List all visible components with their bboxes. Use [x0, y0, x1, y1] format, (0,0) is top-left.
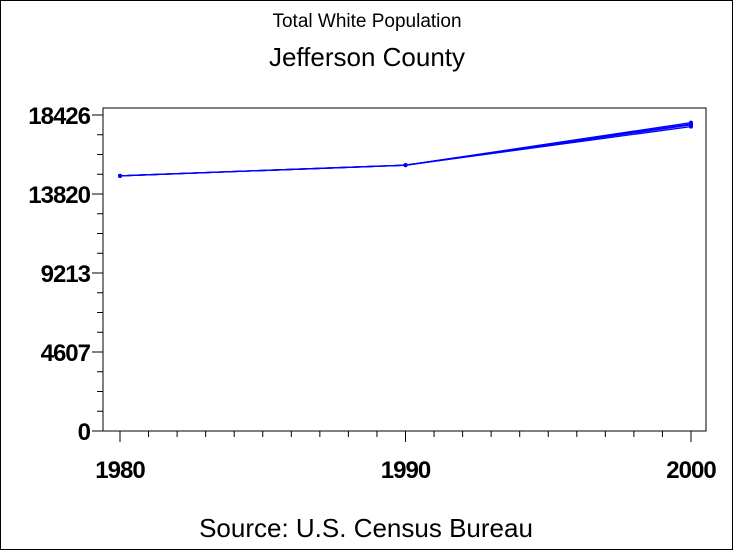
y-tick-label: 0	[78, 419, 91, 446]
series-line	[120, 125, 691, 176]
series-line	[120, 127, 691, 176]
source-note: Source: U.S. Census Bureau	[199, 513, 533, 543]
y-tick-label: 18426	[28, 103, 90, 130]
data-point	[689, 123, 693, 127]
series-line	[120, 124, 691, 176]
data-point	[404, 163, 408, 167]
y-tick-label: 9213	[41, 261, 91, 288]
series-line	[120, 123, 691, 176]
x-axis: 1980 1990 2000	[95, 431, 716, 484]
chart-subtitle: Total White Population	[272, 11, 461, 32]
series-group	[118, 121, 693, 178]
x-tick-label: 1990	[381, 457, 431, 484]
y-tick-label: 13820	[28, 182, 90, 209]
chart-title: Jefferson County	[269, 42, 465, 72]
plot-area	[103, 108, 706, 431]
y-axis: 0 4607 9213 13820 18426	[28, 103, 103, 446]
data-point	[118, 174, 122, 178]
y-tick-label: 4607	[41, 340, 91, 367]
x-tick-label: 2000	[666, 457, 716, 484]
x-tick-label: 1980	[95, 457, 145, 484]
